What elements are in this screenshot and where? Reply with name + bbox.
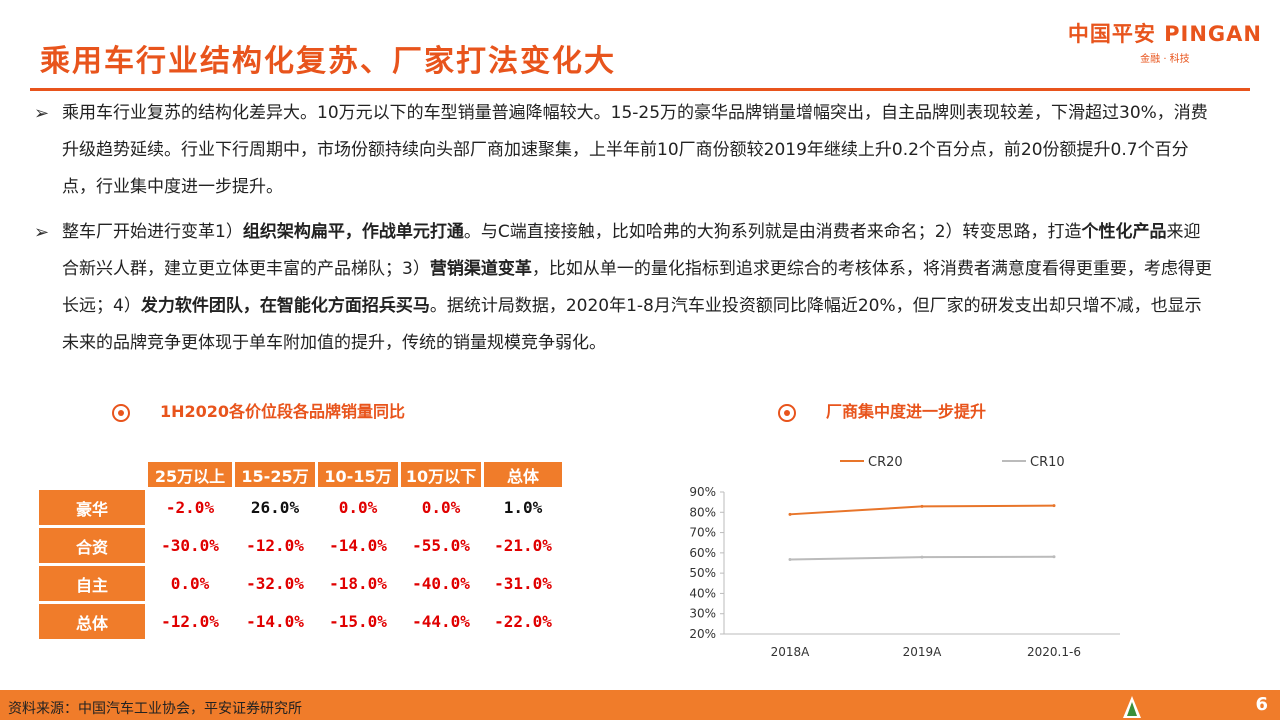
logo-main-text: 中国平安 PINGAN [1067, 22, 1262, 46]
legend-label: CR10 [1030, 455, 1065, 470]
table-cell: -31.0% [494, 574, 552, 593]
data-point [1052, 504, 1056, 508]
circle-bullet-icon [778, 403, 796, 422]
table-row: 合资 -30.0% -12.0% -14.0% -55.0% -21.0% [39, 528, 562, 563]
bullet-run: ，比如从单一的量化指标到追求更综合的考核体系，将消费者满意度看得更重要，考虑得更… [62, 259, 1212, 316]
title-rule [30, 88, 1250, 91]
bullet-emphasis: 发力软件团队，在智能化方面招兵买马 [140, 296, 430, 316]
bullet-text: 乘用车行业复苏的结构化差异大。10万元以下的车型销量普遍降幅较大。15-25万的… [62, 95, 1214, 206]
bullet-emphasis: 营销渠道变革 [429, 259, 532, 279]
table-cell: -2.0% [165, 498, 215, 517]
data-point [1052, 555, 1056, 559]
arrow-bullet-icon: ➢ [34, 103, 50, 124]
y-tick-label: 80% [689, 505, 716, 519]
table-row: 总体 -12.0% -14.0% -15.0% -44.0% -22.0% [39, 604, 562, 639]
table-cell: -12.0% [161, 612, 219, 631]
footer-bar: 资料来源：中国汽车工业协会，平安证券研究所 6 [0, 690, 1280, 720]
bullet-list: ➢ 乘用车行业复苏的结构化差异大。10万元以下的车型销量普遍降幅较大。15-25… [34, 95, 1214, 370]
table-row: 豪华 -2.0% 26.0% 0.0% 0.0% 1.0% [39, 490, 562, 525]
bullet-run: 整车厂开始进行变革1） [62, 222, 243, 242]
y-tick-label: 20% [689, 627, 716, 641]
row-label: 合资 [39, 528, 145, 563]
table-cell: -18.0% [329, 574, 387, 593]
table-cell: -14.0% [246, 612, 304, 631]
sales-growth-table: 25万以上 15-25万 10-15万 10万以下 总体 豪华 -2.0% 26… [36, 459, 565, 642]
y-tick-label: 60% [689, 546, 716, 560]
concentration-line-chart: 20% 30% 40% 50% 60% 70% 80% 90% 2018A 2019A 2020.1… [689, 455, 1120, 659]
slide-title: 乘用车行业结构化复苏、厂家打法变化大 [40, 44, 616, 79]
table-cell: -21.0% [494, 536, 552, 555]
bullet-run: 。与C端直接接触，比如哈弗的大狗系列就是由消费者来命名；2）转变思路，打造 [463, 222, 1082, 242]
x-tick-label: 2020.1-6 [1027, 645, 1081, 659]
y-tick-label: 70% [689, 526, 716, 540]
circle-bullet-icon [112, 403, 130, 422]
source-note: 资料来源：中国汽车工业协会，平安证券研究所 [8, 701, 302, 717]
table-section-heading: 1H2020各价位段各品牌销量同比 [112, 398, 405, 422]
table-heading-text: 1H2020各价位段各品牌销量同比 [160, 402, 406, 421]
legend-label: CR20 [868, 455, 903, 470]
arrow-bullet-icon: ➢ [34, 222, 50, 243]
column-header: 15-25万 [235, 462, 315, 487]
chart-section-heading: 厂商集中度进一步提升 [778, 398, 986, 422]
bullet-run: 来迎合新兴人群，建立更立体更丰富的产品梯队；3） [62, 222, 1201, 279]
table-cell: -12.0% [246, 536, 304, 555]
table-cell: 0.0% [170, 574, 210, 593]
table-cell: -15.0% [329, 612, 387, 631]
column-header: 10万以下 [401, 462, 481, 487]
tree-icon [1123, 696, 1141, 718]
table-cell: 1.0% [503, 498, 543, 517]
table-cell: -30.0% [161, 536, 219, 555]
table-cell: -14.0% [329, 536, 387, 555]
table-cell: -40.0% [412, 574, 470, 593]
data-point [788, 558, 792, 562]
x-tick-label: 2018A [771, 645, 811, 659]
column-header: 10-15万 [318, 462, 398, 487]
bullet-item: ➢ 整车厂开始进行变革1）组织架构扁平，作战单元打通。与C端直接接触，比如哈弗的… [34, 214, 1214, 362]
y-tick-label: 40% [689, 586, 716, 600]
y-tick-label: 90% [689, 485, 716, 499]
page-number: 6 [1255, 694, 1268, 715]
table-cell: -22.0% [494, 612, 552, 631]
table-cell: -55.0% [412, 536, 470, 555]
y-tick-label: 30% [689, 607, 716, 621]
data-point [788, 512, 792, 516]
x-tick-label: 2019A [903, 645, 943, 659]
column-header: 总体 [484, 462, 562, 487]
data-point [920, 555, 924, 559]
bullet-emphasis: 组织架构扁平，作战单元打通 [242, 222, 464, 242]
y-tick-label: 50% [689, 566, 716, 580]
table-cell: 26.0% [250, 498, 300, 517]
bullet-emphasis: 个性化产品 [1081, 222, 1167, 242]
row-label: 豪华 [39, 490, 145, 525]
table-corner-cell [39, 462, 145, 487]
column-header: 25万以上 [148, 462, 232, 487]
table-cell: 0.0% [338, 498, 378, 517]
chart-heading-text: 厂商集中度进一步提升 [826, 402, 987, 421]
table-cell: 0.0% [421, 498, 461, 517]
pingan-logo: 中国平安 PINGAN 金融 · 科技 [1068, 18, 1262, 65]
logo-sub-text: 金融 · 科技 [1140, 54, 1190, 65]
bullet-text: 整车厂开始进行变革1）组织架构扁平，作战单元打通。与C端直接接触，比如哈弗的大狗… [62, 214, 1214, 362]
data-point [920, 504, 924, 508]
bullet-item: ➢ 乘用车行业复苏的结构化差异大。10万元以下的车型销量普遍降幅较大。15-25… [34, 95, 1214, 206]
row-label: 自主 [39, 566, 145, 601]
table-row: 自主 0.0% -32.0% -18.0% -40.0% -31.0% [39, 566, 562, 601]
table-cell: -44.0% [412, 612, 470, 631]
bullet-run: 。据统计局数据，2020年1-8月汽车业投资额同比降幅近20%，但厂家的研发支出… [62, 296, 1202, 353]
bullet-run: 乘用车行业复苏的结构化差异大。10万元以下的车型销量普遍降幅较大。15-25万的… [62, 103, 1208, 197]
table-cell: -32.0% [246, 574, 304, 593]
row-label: 总体 [39, 604, 145, 639]
